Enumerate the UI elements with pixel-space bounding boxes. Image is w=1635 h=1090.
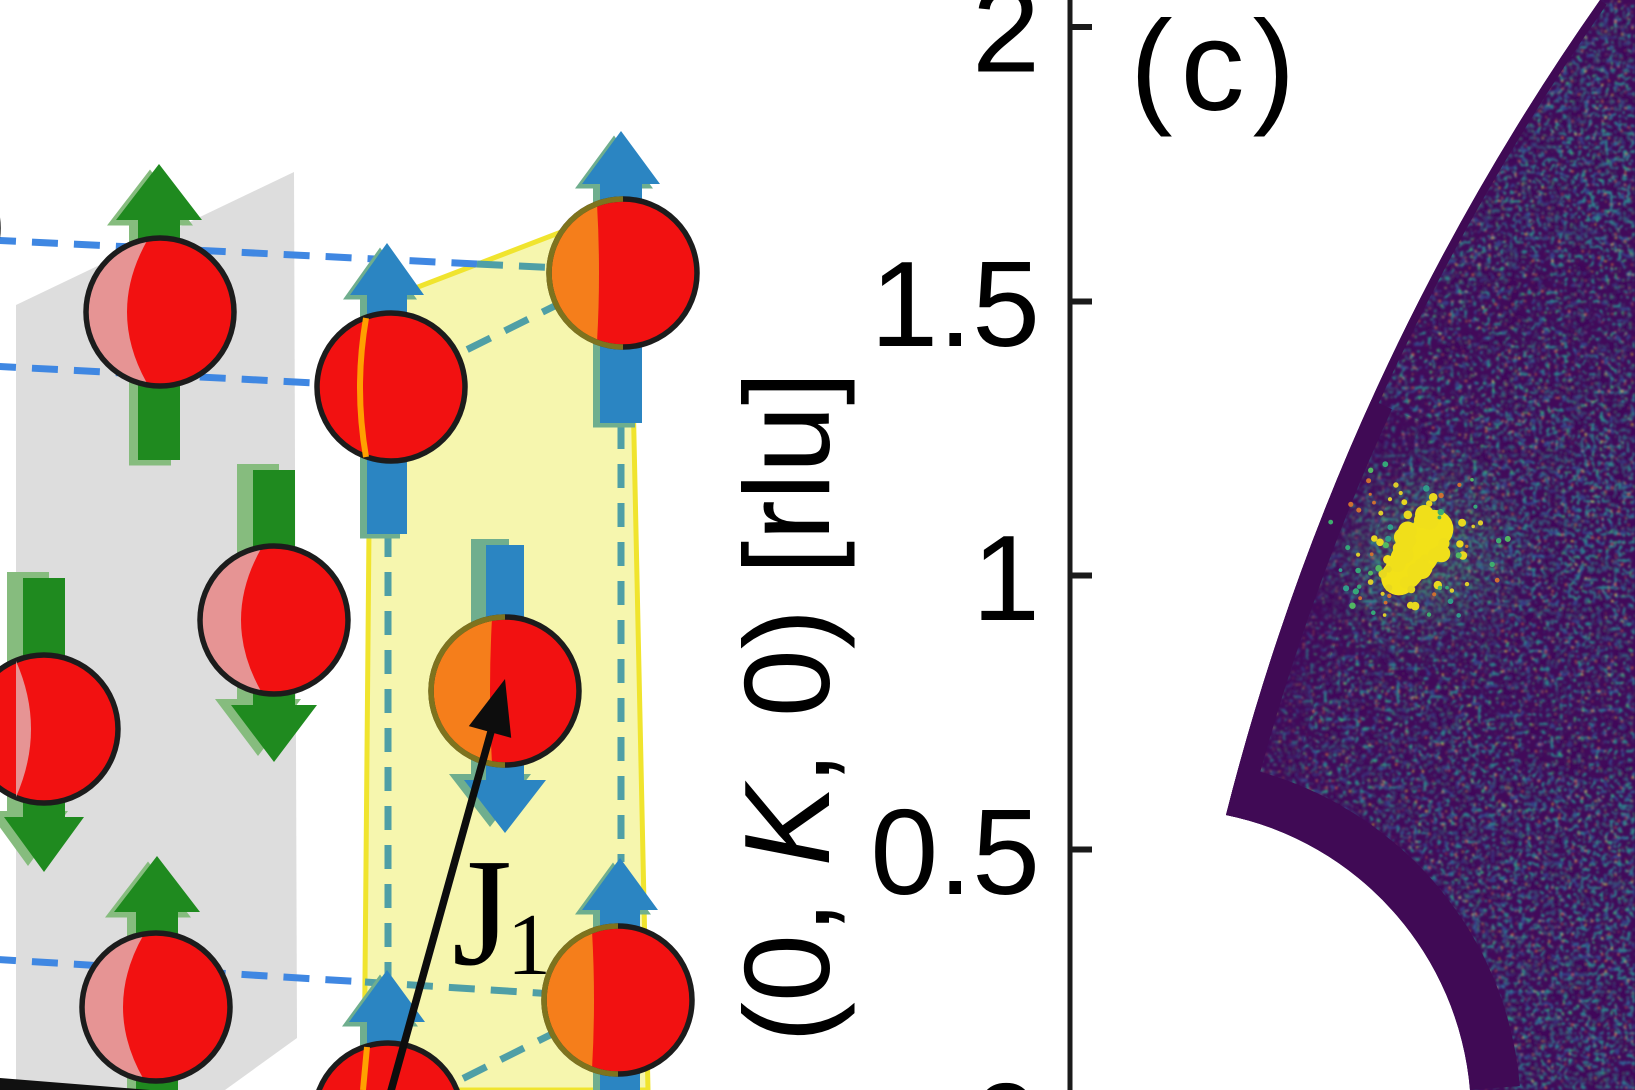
svg-text:1: 1 [507,897,551,994]
svg-text:0: 0 [972,1058,1040,1090]
svg-text:1: 1 [972,510,1040,646]
svg-text:J: J [452,828,512,998]
svg-text:(0, K, 0) [rlu]: (0, K, 0) [rlu] [719,371,855,1042]
svg-text:0.5: 0.5 [870,784,1040,920]
svg-text:(c): (c) [1130,0,1303,138]
svg-text:1.5: 1.5 [870,236,1040,372]
svg-text:2: 2 [972,0,1040,98]
